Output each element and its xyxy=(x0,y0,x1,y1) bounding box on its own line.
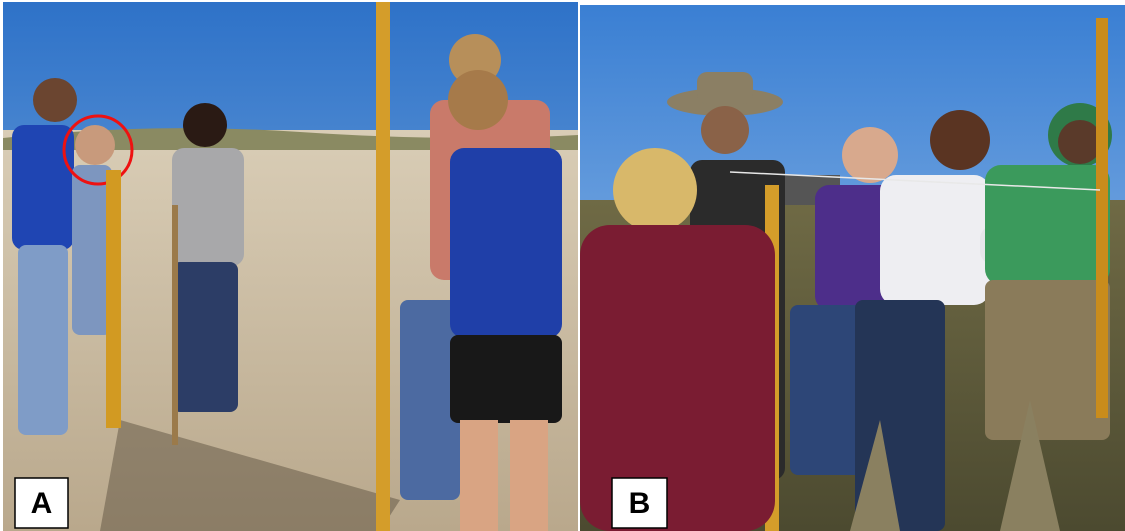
photo-a xyxy=(3,2,578,531)
label-box xyxy=(14,477,69,529)
panel-label: B xyxy=(629,487,651,520)
photo-b xyxy=(580,5,1125,531)
shirt-print xyxy=(855,213,862,237)
label-box xyxy=(611,477,668,529)
panel-label: A xyxy=(31,487,53,520)
